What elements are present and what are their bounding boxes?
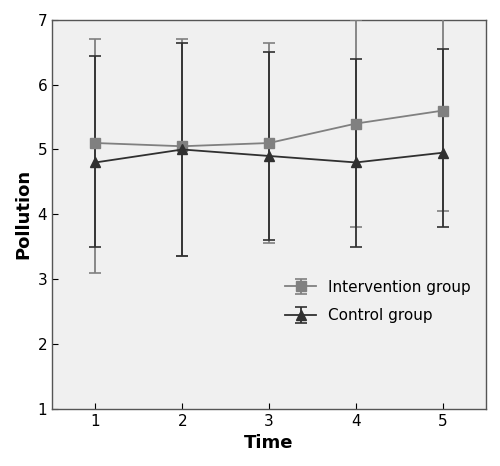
Legend: Intervention group, Control group: Intervention group, Control group (278, 272, 478, 331)
X-axis label: Time: Time (244, 434, 294, 452)
Y-axis label: Pollution: Pollution (14, 169, 32, 260)
